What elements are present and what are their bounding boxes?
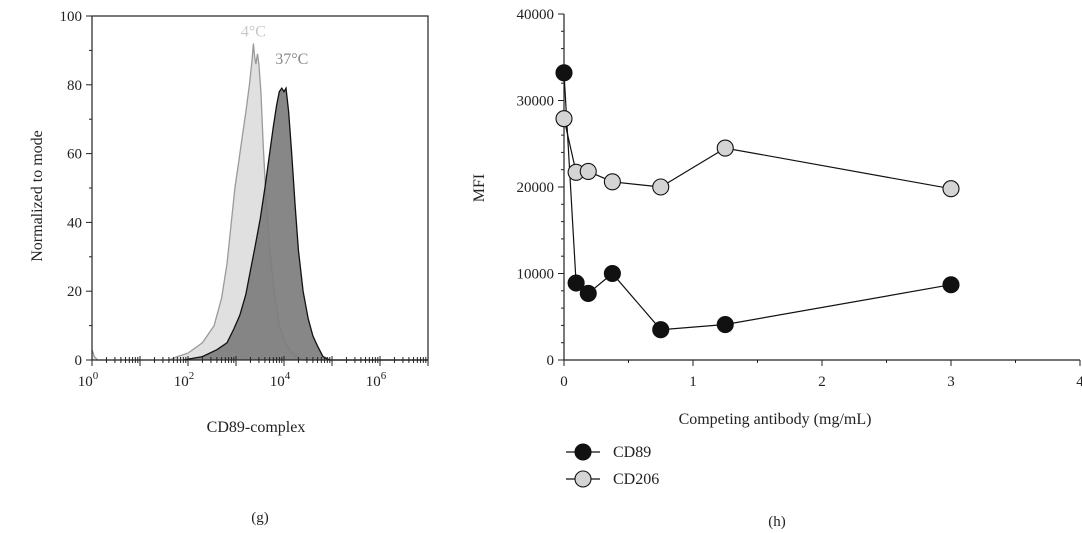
- legend-marker-CD89: [574, 443, 592, 461]
- histogram-y-axis-title: Normalized to mode: [29, 130, 46, 262]
- mfi-point-CD89: [555, 64, 573, 82]
- histogram-area-0: [92, 43, 428, 360]
- histogram-y-tick-label: 100: [60, 9, 83, 25]
- panel-label-h: (h): [768, 514, 786, 530]
- histogram-x-tick-label: 100: [78, 370, 99, 390]
- mfi-point-CD206: [716, 139, 734, 157]
- histogram-series-label-unit-1: °C: [291, 51, 308, 68]
- histogram-y-tick-label: 80: [67, 78, 82, 94]
- histogram-x-tick-label: 106: [366, 370, 387, 390]
- histogram-y-tick-label: 20: [67, 284, 82, 300]
- mfi-y-tick-label: 0: [547, 353, 555, 369]
- mfi-y-axis-title: MFI: [471, 174, 488, 202]
- mfi-x-axis-title: Competing antibody (mg/mL): [679, 411, 872, 428]
- mfi-point-CD89: [652, 321, 670, 339]
- histogram-x-tick-label: 104: [270, 370, 291, 390]
- panel-label-g: (g): [251, 510, 269, 526]
- mfi-y-tick-label: 20000: [517, 180, 555, 196]
- histogram-series-labels: 4°C 37°C: [241, 24, 308, 69]
- histogram-x-tick-exponent: 6: [381, 370, 387, 382]
- mfi-panel: 0 10000 20000 30000 40000 0 1 2 3 4 Competing ant…: [471, 7, 1082, 530]
- histogram-areas: [91, 43, 428, 361]
- histogram-x-tick-exponent: 0: [93, 370, 99, 382]
- mfi-point-CD206: [603, 173, 621, 191]
- mfi-point-CD89: [603, 264, 621, 283]
- histogram-x-tick-exponent: 4: [285, 370, 291, 382]
- mfi-point-CD89: [567, 274, 585, 292]
- histogram-y-tick-label: 40: [67, 215, 82, 231]
- histogram-y-tick-label: 0: [75, 353, 83, 369]
- mfi-y-tick-label: 30000: [517, 94, 555, 110]
- mfi-point-CD206: [579, 162, 597, 180]
- legend-label-CD206: CD206: [613, 471, 659, 488]
- mfi-y-tick-label: 40000: [517, 7, 555, 23]
- mfi-point-CD89: [942, 276, 960, 294]
- legend-label-CD89: CD89: [613, 444, 651, 461]
- histogram-series-label-1: 37°C: [275, 51, 308, 68]
- mfi-series-line-CD206: [563, 118, 952, 190]
- mfi-series: [555, 64, 960, 339]
- legend-marker-CD206: [574, 470, 592, 488]
- histogram-series-label-0: 4°C: [241, 24, 266, 41]
- histogram-x-tick-exponent: 2: [189, 370, 195, 382]
- histogram-outline-1: [183, 86, 428, 361]
- histogram-x-tick-label: 102: [174, 370, 195, 390]
- histogram-series-label-unit-0: °C: [249, 24, 266, 41]
- mfi-y-tick-label: 10000: [517, 267, 555, 283]
- histogram-x-axis-title: CD89-complex: [207, 419, 306, 436]
- mfi-x-tick-label: 4: [1076, 374, 1082, 390]
- mfi-point-CD206: [942, 180, 960, 198]
- mfi-x-tick-label: 2: [818, 374, 826, 390]
- mfi-axes: 0 10000 20000 30000 40000 0 1 2 3 4: [517, 7, 1082, 390]
- mfi-legend: CD89 CD206: [566, 443, 659, 488]
- mfi-point-CD206: [652, 178, 670, 196]
- mfi-x-tick-label: 0: [560, 374, 568, 390]
- mfi-x-tick-label: 3: [947, 374, 955, 390]
- mfi-point-CD206: [555, 110, 573, 128]
- mfi-point-CD89: [579, 284, 597, 302]
- mfi-point-CD89: [716, 315, 734, 334]
- histogram-y-tick-label: 60: [67, 147, 82, 163]
- mfi-series-line-CD89: [563, 72, 952, 331]
- mfi-x-tick-label: 1: [689, 374, 697, 390]
